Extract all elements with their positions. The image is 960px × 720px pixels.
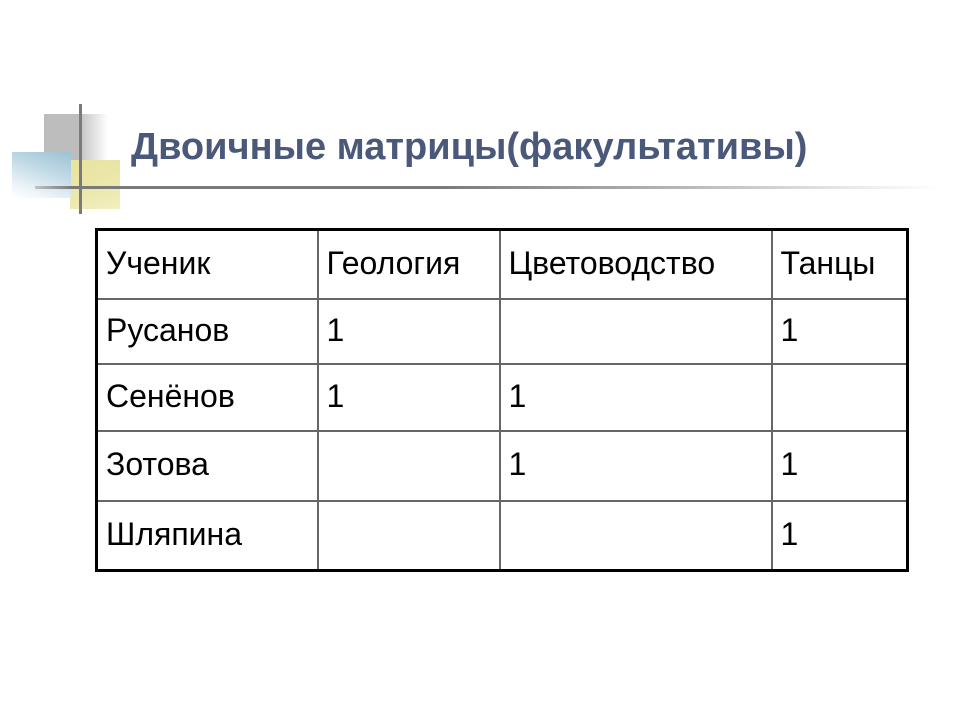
matrix-cell: 1	[770, 297, 909, 365]
table-row: Русанов 1 1	[95, 297, 909, 365]
decor-vertical-line	[79, 104, 82, 214]
matrix-cell: 1	[316, 297, 501, 365]
column-header-dances: Танцы	[770, 228, 909, 300]
decor-blue-square	[12, 152, 71, 198]
matrix-cell: 1	[770, 429, 909, 502]
column-header-geology: Геология	[316, 228, 501, 300]
matrix-cell: 1	[498, 362, 773, 432]
student-name: Шляпина	[95, 499, 319, 572]
matrix-cell: 1	[316, 362, 501, 432]
decor-yellow-square	[70, 160, 120, 209]
matrix-cell	[498, 297, 773, 365]
matrix-cell	[316, 499, 501, 572]
table-header-row: Ученик Геология Цветоводство Танцы	[95, 228, 909, 300]
title-underline	[35, 186, 940, 189]
matrix-cell: 1	[498, 429, 773, 502]
column-header-floriculture: Цветоводство	[498, 228, 773, 300]
matrix-cell	[498, 499, 773, 572]
table-row: Зотова 1 1	[95, 429, 909, 502]
column-header-student: Ученик	[95, 228, 319, 300]
table-row: Шляпина 1	[95, 499, 909, 572]
student-name: Зотова	[95, 429, 319, 502]
student-name: Русанов	[95, 297, 319, 365]
binary-matrix-table: Ученик Геология Цветоводство Танцы Русан…	[95, 228, 909, 572]
page-title: Двоичные матрицы(факультативы)	[131, 126, 808, 168]
matrix-cell	[316, 429, 501, 502]
matrix-cell: 1	[770, 499, 909, 572]
table-row: Сенёнов 1 1	[95, 362, 909, 432]
student-name: Сенёнов	[95, 362, 319, 432]
matrix-cell	[770, 362, 909, 432]
